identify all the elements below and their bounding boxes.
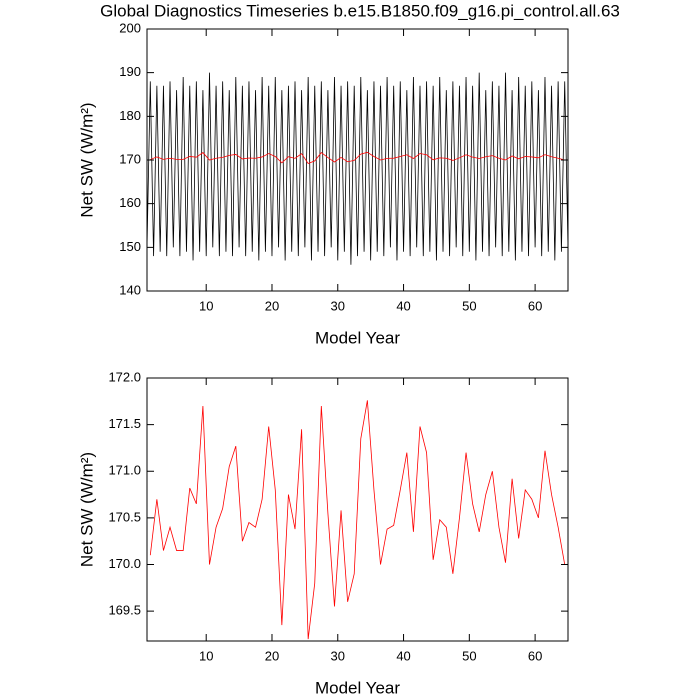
x-tick-label: 20: [265, 648, 279, 663]
y-tick-label: 172.0: [108, 369, 141, 384]
x-axis-label: Model Year: [315, 328, 400, 347]
chart-title: Global Diagnostics Timeseries b.e15.B185…: [100, 1, 620, 20]
x-tick-label: 60: [528, 648, 542, 663]
y-tick-label: 170.5: [108, 509, 141, 524]
y-tick-label: 190: [119, 64, 141, 79]
data-line: [150, 151, 565, 164]
y-tick-label: 160: [119, 195, 141, 210]
y-tick-label: 200: [119, 20, 141, 35]
x-tick-label: 50: [462, 298, 476, 313]
y-axis-label: Net SW (W/m²): [77, 452, 96, 567]
data-line: [146, 72, 569, 265]
y-tick-label: 180: [119, 108, 141, 123]
x-axis-label: Model Year: [315, 678, 400, 697]
y-tick-label: 170: [119, 151, 141, 166]
y-tick-label: 171.0: [108, 463, 141, 478]
x-tick-label: 60: [528, 298, 542, 313]
x-tick-label: 10: [199, 298, 213, 313]
y-tick-label: 150: [119, 239, 141, 254]
x-tick-label: 40: [396, 298, 410, 313]
y-axis-label: Net SW (W/m²): [77, 102, 96, 217]
x-tick-label: 10: [199, 648, 213, 663]
plot-frame: [146, 377, 569, 642]
y-tick-label: 140: [119, 282, 141, 297]
x-tick-label: 50: [462, 648, 476, 663]
x-tick-label: 30: [331, 648, 345, 663]
y-tick-label: 171.5: [108, 416, 141, 431]
x-tick-label: 20: [265, 298, 279, 313]
data-line: [149, 400, 566, 640]
y-tick-label: 170.0: [108, 556, 141, 571]
x-tick-label: 30: [331, 298, 345, 313]
x-tick-label: 40: [396, 648, 410, 663]
y-tick-label: 169.5: [108, 603, 141, 618]
